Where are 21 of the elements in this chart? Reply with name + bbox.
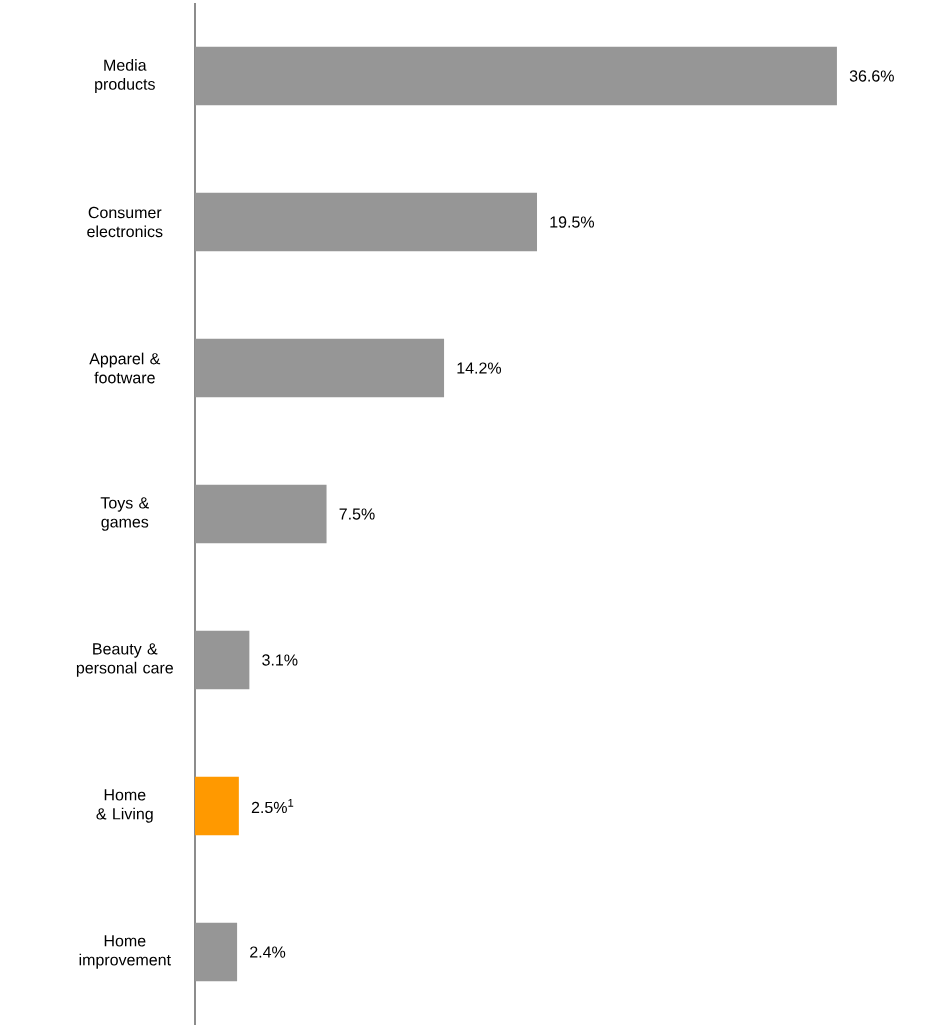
bar	[195, 192, 538, 252]
data-label: 2.4%	[250, 946, 286, 958]
bar	[195, 630, 250, 690]
bar	[195, 776, 239, 836]
y-tick-label: Apparel & footware	[89, 352, 161, 384]
data-label: 2.5%$^{1}$	[251, 798, 294, 814]
bar	[195, 922, 238, 982]
data-label: 7.5%	[339, 508, 375, 520]
y-tick-label: Toys & games	[100, 497, 149, 531]
y-tick-label: Media products	[95, 59, 155, 93]
y-tick-label: Home improvement	[79, 935, 171, 969]
bar	[195, 484, 327, 544]
bar	[195, 46, 837, 106]
y-tick-label: Home & Living	[96, 789, 153, 823]
bar	[195, 338, 445, 398]
data-label: 36.6%	[849, 70, 894, 82]
data-label: 3.1%	[262, 654, 298, 666]
y-tick-label: Consumer electronics	[87, 206, 163, 238]
y-tick-label: Beauty & personal care	[76, 643, 173, 677]
data-label: 19.5%	[550, 216, 594, 228]
data-label: 14.2%	[457, 362, 502, 374]
